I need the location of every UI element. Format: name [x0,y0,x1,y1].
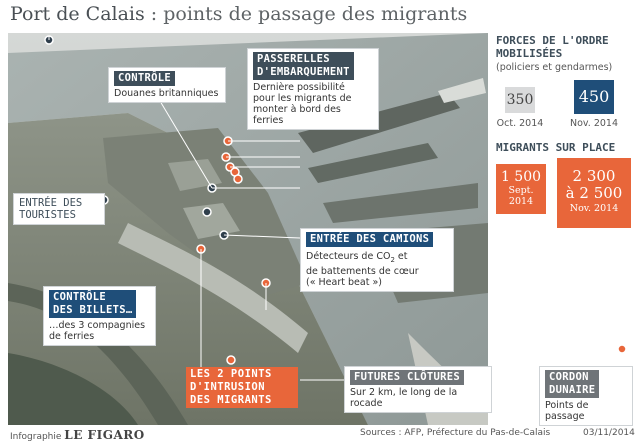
controle-billets-text: …des 3 compagnies de ferries [49,320,146,342]
clotures-text: Sur 2 km, le long de la rocade [350,387,458,409]
clotures-header: FUTURES CLÔTURES [350,370,464,385]
forces-subtitle: (policiers et gendarmes) [496,62,613,73]
controle-billets-callout: CONTRÔLE DES BILLETS… …des 3 compagnies d… [43,286,156,346]
passerelles-callout: PASSERELLES D'EMBARQUEMENT Dernière possi… [247,48,379,130]
migrants-sept-value: 1 500 [500,169,542,185]
migrants-sept-label: Sept. 2014 [508,185,534,207]
controle-callout: CONTRÔLE Douanes britanniques [108,67,226,103]
location-pin-icon [233,174,243,184]
cordon-text: Points de passage [545,400,589,422]
cordon-header: CORDON DUNAIRE [545,370,600,398]
migrants-sept-box: 1 500 Sept. 2014 [496,164,546,214]
controle-text: Douanes britanniques [114,88,219,99]
page-title: Port de Calais : points de passage des m… [10,3,468,25]
forces-oct-label: Oct. 2014 [496,118,544,129]
forces-nov-label: Nov. 2014 [569,118,619,129]
entree-camions-text: Détecteurs de CO2 et de battements de cœ… [306,251,419,288]
passerelles-header: PASSERELLES D'EMBARQUEMENT [253,52,354,80]
forces-nov-value: 450 [578,87,610,106]
migrants-nov-box: 2 300 à 2 500 Nov. 2014 [557,158,631,228]
forces-oct-value: 350 [506,92,534,108]
controle-billets-header: CONTRÔLE DES BILLETS… [49,290,137,318]
location-pin-icon [617,344,627,354]
leader-lines [48,36,345,381]
migrants-nov-value-1: 2 300 [572,167,616,185]
entree-camions-callout: ENTRÉE DES CAMIONS Détecteurs de CO2 et … [300,228,454,292]
migrants-nov-value-2: à 2 500 [565,184,623,202]
forces-title: FORCES DE L'ORDRE MOBILISÉES [496,34,609,60]
footer-credit: Infographie LE FIGARO [10,428,145,442]
entree-camions-header: ENTRÉE DES CAMIONS [306,232,434,247]
migrants-title: MIGRANTS SUR PLACE [496,141,616,154]
location-pin-icon [226,355,236,365]
location-pin-icon [202,207,212,217]
forces-oct-value-box: 350 [505,87,535,113]
entree-touristes-callout: ENTRÉE DES TOURISTES [13,193,105,225]
forces-nov-value-box: 450 [574,80,614,114]
footer-date: 03/11/2014 [583,428,635,438]
migrants-nov-label: Nov. 2014 [569,203,619,214]
clotures-callout: FUTURES CLÔTURES Sur 2 km, le long de la… [344,366,492,413]
intrusion-callout: LES 2 POINTS D'INTRUSION DES MIGRANTS [186,367,298,408]
passerelles-text: Dernière possibilité pour les migrants d… [253,82,352,126]
brand-logo: LE FIGARO [64,428,145,442]
cordon-callout: CORDON DUNAIRE Points de passage [539,366,633,426]
footer-sources: Sources : AFP, Préfecture du Pas-de-Cala… [360,428,551,438]
controle-header: CONTRÔLE [114,71,175,86]
